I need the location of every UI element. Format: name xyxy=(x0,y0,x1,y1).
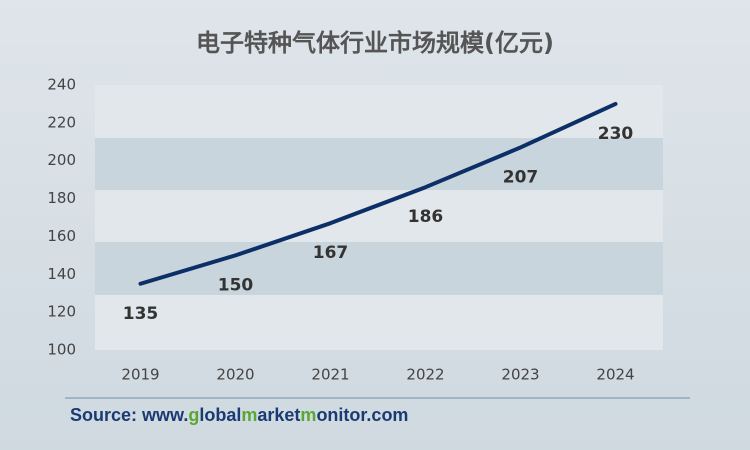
source-part: g xyxy=(188,405,200,425)
source-part: onitor.com xyxy=(316,405,409,425)
data-label: 207 xyxy=(503,167,539,187)
x-tick-label: 2019 xyxy=(121,366,159,384)
source-part: Source: www. xyxy=(70,405,189,425)
x-tick-label: 2020 xyxy=(216,366,254,384)
x-tick-label: 2021 xyxy=(311,366,349,384)
y-tick-label: 240 xyxy=(47,76,76,94)
y-tick-label: 220 xyxy=(47,113,76,131)
plot-band xyxy=(95,242,663,295)
chart: 电子特种气体行业市场规模(亿元) 100 120 140 160 180 200 220 24… xyxy=(47,29,690,399)
x-tick-label: 2024 xyxy=(596,366,634,384)
y-tick-label: 120 xyxy=(47,303,76,321)
y-tick-label: 160 xyxy=(47,227,76,245)
y-tick-label: 100 xyxy=(47,341,76,359)
source: Source: www.globalmarketmonitor.com xyxy=(70,405,408,426)
plot-area xyxy=(95,85,663,350)
plot-band xyxy=(95,138,663,190)
y-tick-label: 200 xyxy=(47,151,76,169)
data-label: 230 xyxy=(598,124,634,144)
data-line xyxy=(138,101,618,286)
x-tick-label: 2022 xyxy=(406,366,444,384)
source-part: m xyxy=(241,405,258,425)
chart-title: 电子特种气体行业市场规模(亿元) xyxy=(196,29,554,57)
source-part: lobal xyxy=(199,405,242,425)
data-label: 167 xyxy=(313,243,349,263)
source-part: arket xyxy=(257,405,301,425)
data-label: 186 xyxy=(408,207,444,227)
x-tick-label: 2023 xyxy=(501,366,539,384)
data-label: 135 xyxy=(123,304,159,324)
y-tick-label: 140 xyxy=(47,265,76,283)
data-label: 150 xyxy=(218,275,254,295)
y-tick-label: 180 xyxy=(47,189,76,207)
source-part: m xyxy=(300,405,317,425)
